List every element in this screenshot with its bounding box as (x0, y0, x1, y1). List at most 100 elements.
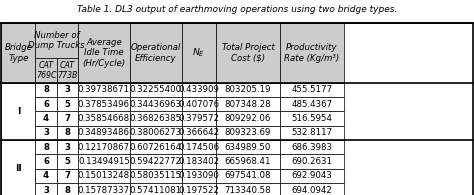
Bar (280, 23, 344, 82)
Bar (216, 97, 280, 111)
Text: Table 1. DL3 output of earthmoving operations using two bridge types.: Table 1. DL3 output of earthmoving opera… (77, 5, 398, 14)
Bar (280, 169, 344, 183)
Bar (216, 183, 280, 195)
Bar (182, 23, 216, 82)
Text: 0.34436963: 0.34436963 (130, 100, 182, 109)
Bar (280, 140, 344, 154)
Text: 809323.69: 809323.69 (225, 128, 271, 137)
Text: 0.38006273: 0.38006273 (130, 128, 182, 137)
Bar (182, 140, 216, 154)
Bar (130, 97, 182, 111)
Bar (130, 23, 182, 82)
Text: 0.37853496: 0.37853496 (78, 100, 130, 109)
Bar (36, 23, 78, 58)
Text: 0.366642: 0.366642 (178, 128, 219, 137)
Bar (78, 169, 130, 183)
Bar (36, 154, 57, 169)
Text: 0.379572: 0.379572 (178, 114, 219, 123)
Bar (36, 140, 57, 154)
Bar (36, 111, 57, 126)
Text: 0.15013248: 0.15013248 (78, 171, 130, 180)
Text: 3: 3 (43, 186, 49, 195)
Bar (57, 97, 78, 111)
Bar (182, 169, 216, 183)
Text: 516.5954: 516.5954 (291, 114, 332, 123)
Bar (1, 82, 36, 140)
Bar (57, 183, 78, 195)
Bar (78, 183, 130, 195)
Text: Number of
Dump Trucks: Number of Dump Trucks (28, 31, 85, 51)
Bar (280, 97, 344, 111)
Text: 665968.41: 665968.41 (225, 157, 271, 166)
Text: CAT
773B: CAT 773B (57, 61, 77, 80)
Text: 3: 3 (64, 143, 70, 152)
Bar (78, 97, 130, 111)
Bar (57, 126, 78, 140)
Bar (280, 111, 344, 126)
Text: 0.407076: 0.407076 (178, 100, 219, 109)
Text: II: II (15, 164, 22, 173)
Text: 0.174506: 0.174506 (178, 143, 219, 152)
Bar (1, 140, 36, 195)
Bar (36, 183, 57, 195)
Text: 0.15787337: 0.15787337 (78, 186, 130, 195)
Text: 4: 4 (43, 114, 49, 123)
Text: 690.2631: 690.2631 (291, 157, 332, 166)
Text: 0.197522: 0.197522 (178, 186, 219, 195)
Bar (130, 140, 182, 154)
Text: 6: 6 (43, 157, 49, 166)
Text: 0.59422772: 0.59422772 (130, 157, 182, 166)
Bar (78, 154, 130, 169)
Bar (36, 126, 57, 140)
Bar (216, 140, 280, 154)
Text: 5: 5 (64, 100, 70, 109)
Text: 0.57411081: 0.57411081 (130, 186, 182, 195)
Text: 455.5177: 455.5177 (291, 85, 332, 94)
Bar (78, 82, 130, 97)
Bar (216, 111, 280, 126)
Text: Average
Idle Time
(Hr/Cycle): Average Idle Time (Hr/Cycle) (82, 38, 126, 68)
Bar (78, 126, 130, 140)
Text: 0.12170867: 0.12170867 (78, 143, 130, 152)
Text: 8: 8 (64, 128, 70, 137)
Bar (216, 126, 280, 140)
Text: 8: 8 (43, 85, 49, 94)
Bar (57, 154, 78, 169)
Bar (130, 82, 182, 97)
Text: CAT
769C: CAT 769C (36, 61, 56, 80)
Text: 0.183402: 0.183402 (178, 157, 219, 166)
Bar (57, 58, 78, 82)
Text: 686.3983: 686.3983 (291, 143, 332, 152)
Text: 0.60726164: 0.60726164 (130, 143, 182, 152)
Bar (130, 169, 182, 183)
Text: 694.0942: 694.0942 (291, 186, 332, 195)
Text: 6: 6 (43, 100, 49, 109)
Text: $N_E$: $N_E$ (192, 47, 205, 59)
Bar (57, 169, 78, 183)
Bar (130, 126, 182, 140)
Bar (216, 154, 280, 169)
Bar (216, 23, 280, 82)
Text: Total Project
Cost ($): Total Project Cost ($) (221, 43, 274, 63)
Text: 485.4367: 485.4367 (291, 100, 332, 109)
Bar (130, 154, 182, 169)
Bar (182, 126, 216, 140)
Text: 713340.58: 713340.58 (225, 186, 271, 195)
Text: 0.32255400: 0.32255400 (130, 85, 182, 94)
Bar (182, 82, 216, 97)
Bar (78, 111, 130, 126)
Text: 8: 8 (64, 186, 70, 195)
Bar (216, 82, 280, 97)
Bar (57, 140, 78, 154)
Text: 0.36826385: 0.36826385 (130, 114, 182, 123)
Bar (182, 111, 216, 126)
Text: 0.39738671: 0.39738671 (78, 85, 130, 94)
Text: 7: 7 (64, 114, 70, 123)
Text: 803205.19: 803205.19 (225, 85, 271, 94)
Bar (280, 82, 344, 97)
Bar (1, 23, 36, 82)
Text: Productivity
Rate (Kg/m³): Productivity Rate (Kg/m³) (284, 43, 339, 63)
Text: 634989.50: 634989.50 (225, 143, 271, 152)
Text: 0.34893486: 0.34893486 (78, 128, 130, 137)
Bar (280, 154, 344, 169)
